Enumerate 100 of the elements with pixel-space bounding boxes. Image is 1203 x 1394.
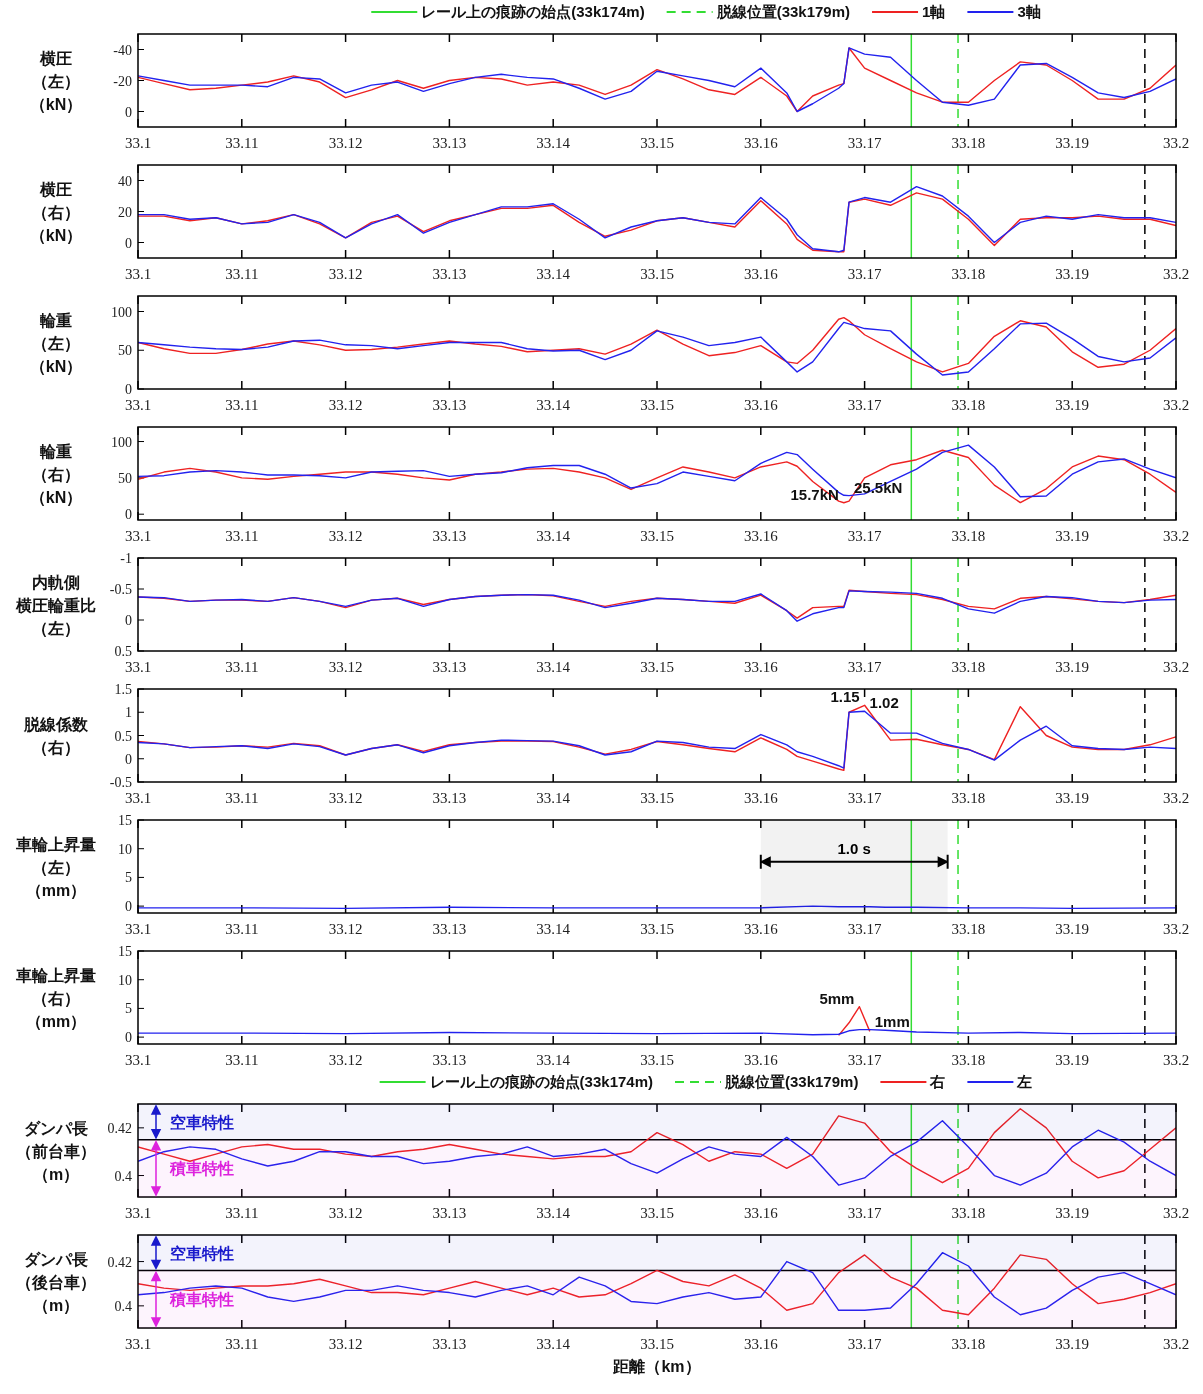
x-tick-label: 33.16 [743,921,779,937]
x-tick-label: 33.18 [951,790,986,806]
y-tick-label: -0.5 [109,582,132,597]
band-label: 積車特性 [169,1291,234,1309]
y-tick-label: 0 [125,613,132,628]
x-tick-label: 33.1 [124,528,152,544]
x-tick-label: 33.11 [225,659,259,675]
x-tick-label: 33.1 [124,135,152,151]
x-tick-label: 33.11 [225,135,259,151]
y-tick-label: -0.5 [109,775,132,790]
x-tick-label: 33.1 [124,790,152,806]
band-label: 空車特性 [170,1244,234,1262]
y-tick-label: 5 [125,870,132,886]
x-tick-label: 33.19 [1055,1205,1090,1221]
y-tick-label: 1 [125,705,132,721]
x-tick-label: 33.13 [432,1205,467,1221]
band-label: 積車特性 [169,1160,234,1178]
x-tick-label: 33.12 [328,659,363,675]
x-tick-label: 33.11 [225,1336,259,1352]
x-tick-label: 33.12 [328,135,363,151]
x-tick-label: 33.2 [1162,1336,1190,1352]
x-tick-label: 33.12 [328,1052,363,1068]
y-axis-title: 車輪上昇量（右）（mm） [15,966,96,1031]
y-tick-label: 0 [125,382,132,397]
x-tick-label: 33.14 [536,135,571,151]
x-axis-title: 距離（km） [612,1358,701,1376]
x-tick-label: 33.12 [328,1336,363,1352]
y-tick-label: 0.42 [107,1254,132,1270]
y-tick-label: 5 [125,1001,132,1017]
annotation: 1.02 [869,694,899,712]
x-tick-label: 33.2 [1162,397,1190,413]
x-tick-label: 33.15 [640,659,674,675]
x-tick-label: 33.2 [1162,266,1190,282]
x-tick-label: 33.16 [743,528,779,544]
x-tick-label: 33.18 [951,659,986,675]
x-tick-label: 33.12 [328,397,363,413]
x-tick-label: 33.2 [1162,528,1190,544]
x-tick-label: 33.15 [640,1052,674,1068]
x-tick-label: 33.1 [124,659,152,675]
x-tick-label: 33.19 [1055,790,1090,806]
y-tick-label: 15 [118,944,132,959]
x-tick-label: 33.11 [225,1052,259,1068]
x-tick-label: 33.14 [536,790,571,806]
x-tick-label: 33.2 [1162,659,1190,675]
x-tick-label: 33.11 [225,266,259,282]
band-label: 空車特性 [170,1113,234,1131]
x-tick-label: 33.15 [640,135,674,151]
x-tick-label: 33.19 [1055,921,1090,937]
y-axis-title: 内軌側横圧輪重比（左） [15,573,96,638]
y-tick-label: 0 [125,1030,132,1046]
y-tick-label: 10 [118,841,132,857]
x-tick-label: 33.16 [743,1052,779,1068]
legend-label: 右 [929,1073,946,1090]
x-tick-label: 33.17 [847,921,882,937]
x-tick-label: 33.1 [124,1336,152,1352]
x-tick-label: 33.12 [328,266,363,282]
x-tick-label: 33.17 [847,1336,882,1352]
x-tick-label: 33.2 [1162,1052,1190,1068]
y-tick-label: 100 [111,434,132,450]
x-tick-label: 33.14 [536,921,571,937]
x-tick-label: 33.13 [432,1336,467,1352]
x-tick-label: 33.19 [1055,1336,1090,1352]
x-tick-label: 33.11 [225,397,259,413]
y-tick-label: 1.5 [114,682,132,697]
x-tick-label: 33.18 [951,135,986,151]
x-tick-label: 33.14 [536,1336,571,1352]
y-axis-title: ダンパ長（前台車）（m） [16,1119,96,1184]
x-tick-label: 33.1 [124,397,152,413]
y-tick-label: 0.4 [114,1168,132,1184]
legend-label: 脱線位置(33k179m) [724,1073,859,1090]
band-label: 1.0 s [837,839,871,857]
y-tick-label: 0 [125,899,132,915]
legend-label: 脱線位置(33k179m) [715,3,851,20]
x-tick-label: 33.18 [951,921,986,937]
x-tick-label: 33.16 [743,266,779,282]
annotation: 1.15 [830,688,860,706]
x-tick-label: 33.14 [536,1052,571,1068]
x-tick-label: 33.15 [640,1336,674,1352]
y-axis-title: 輪重（左）（kN） [29,311,83,376]
y-tick-label: -20 [113,73,132,89]
x-tick-label: 33.19 [1055,1052,1090,1068]
legend-label: 1軸 [922,3,946,20]
x-tick-label: 33.11 [225,528,259,544]
x-tick-label: 33.14 [536,266,571,282]
x-tick-label: 33.17 [847,528,882,544]
x-tick-label: 33.16 [743,135,779,151]
y-axis-title: 脱線係数（右） [23,716,89,757]
annotation: 5mm [819,989,855,1007]
y-axis-title: 横圧（右）（kN） [29,180,83,245]
y-tick-label: 50 [118,470,132,486]
y-tick-label: 50 [118,343,132,359]
legend-label: レール上の痕跡の始点(33k174m) [421,3,645,20]
x-tick-label: 33.13 [432,135,467,151]
x-tick-label: 33.2 [1162,135,1190,151]
x-tick-label: 33.17 [847,135,882,151]
x-tick-label: 33.11 [225,790,259,806]
x-tick-label: 33.13 [432,397,467,413]
x-tick-label: 33.19 [1055,659,1090,675]
x-tick-label: 33.13 [432,1052,467,1068]
x-tick-label: 33.17 [847,266,882,282]
